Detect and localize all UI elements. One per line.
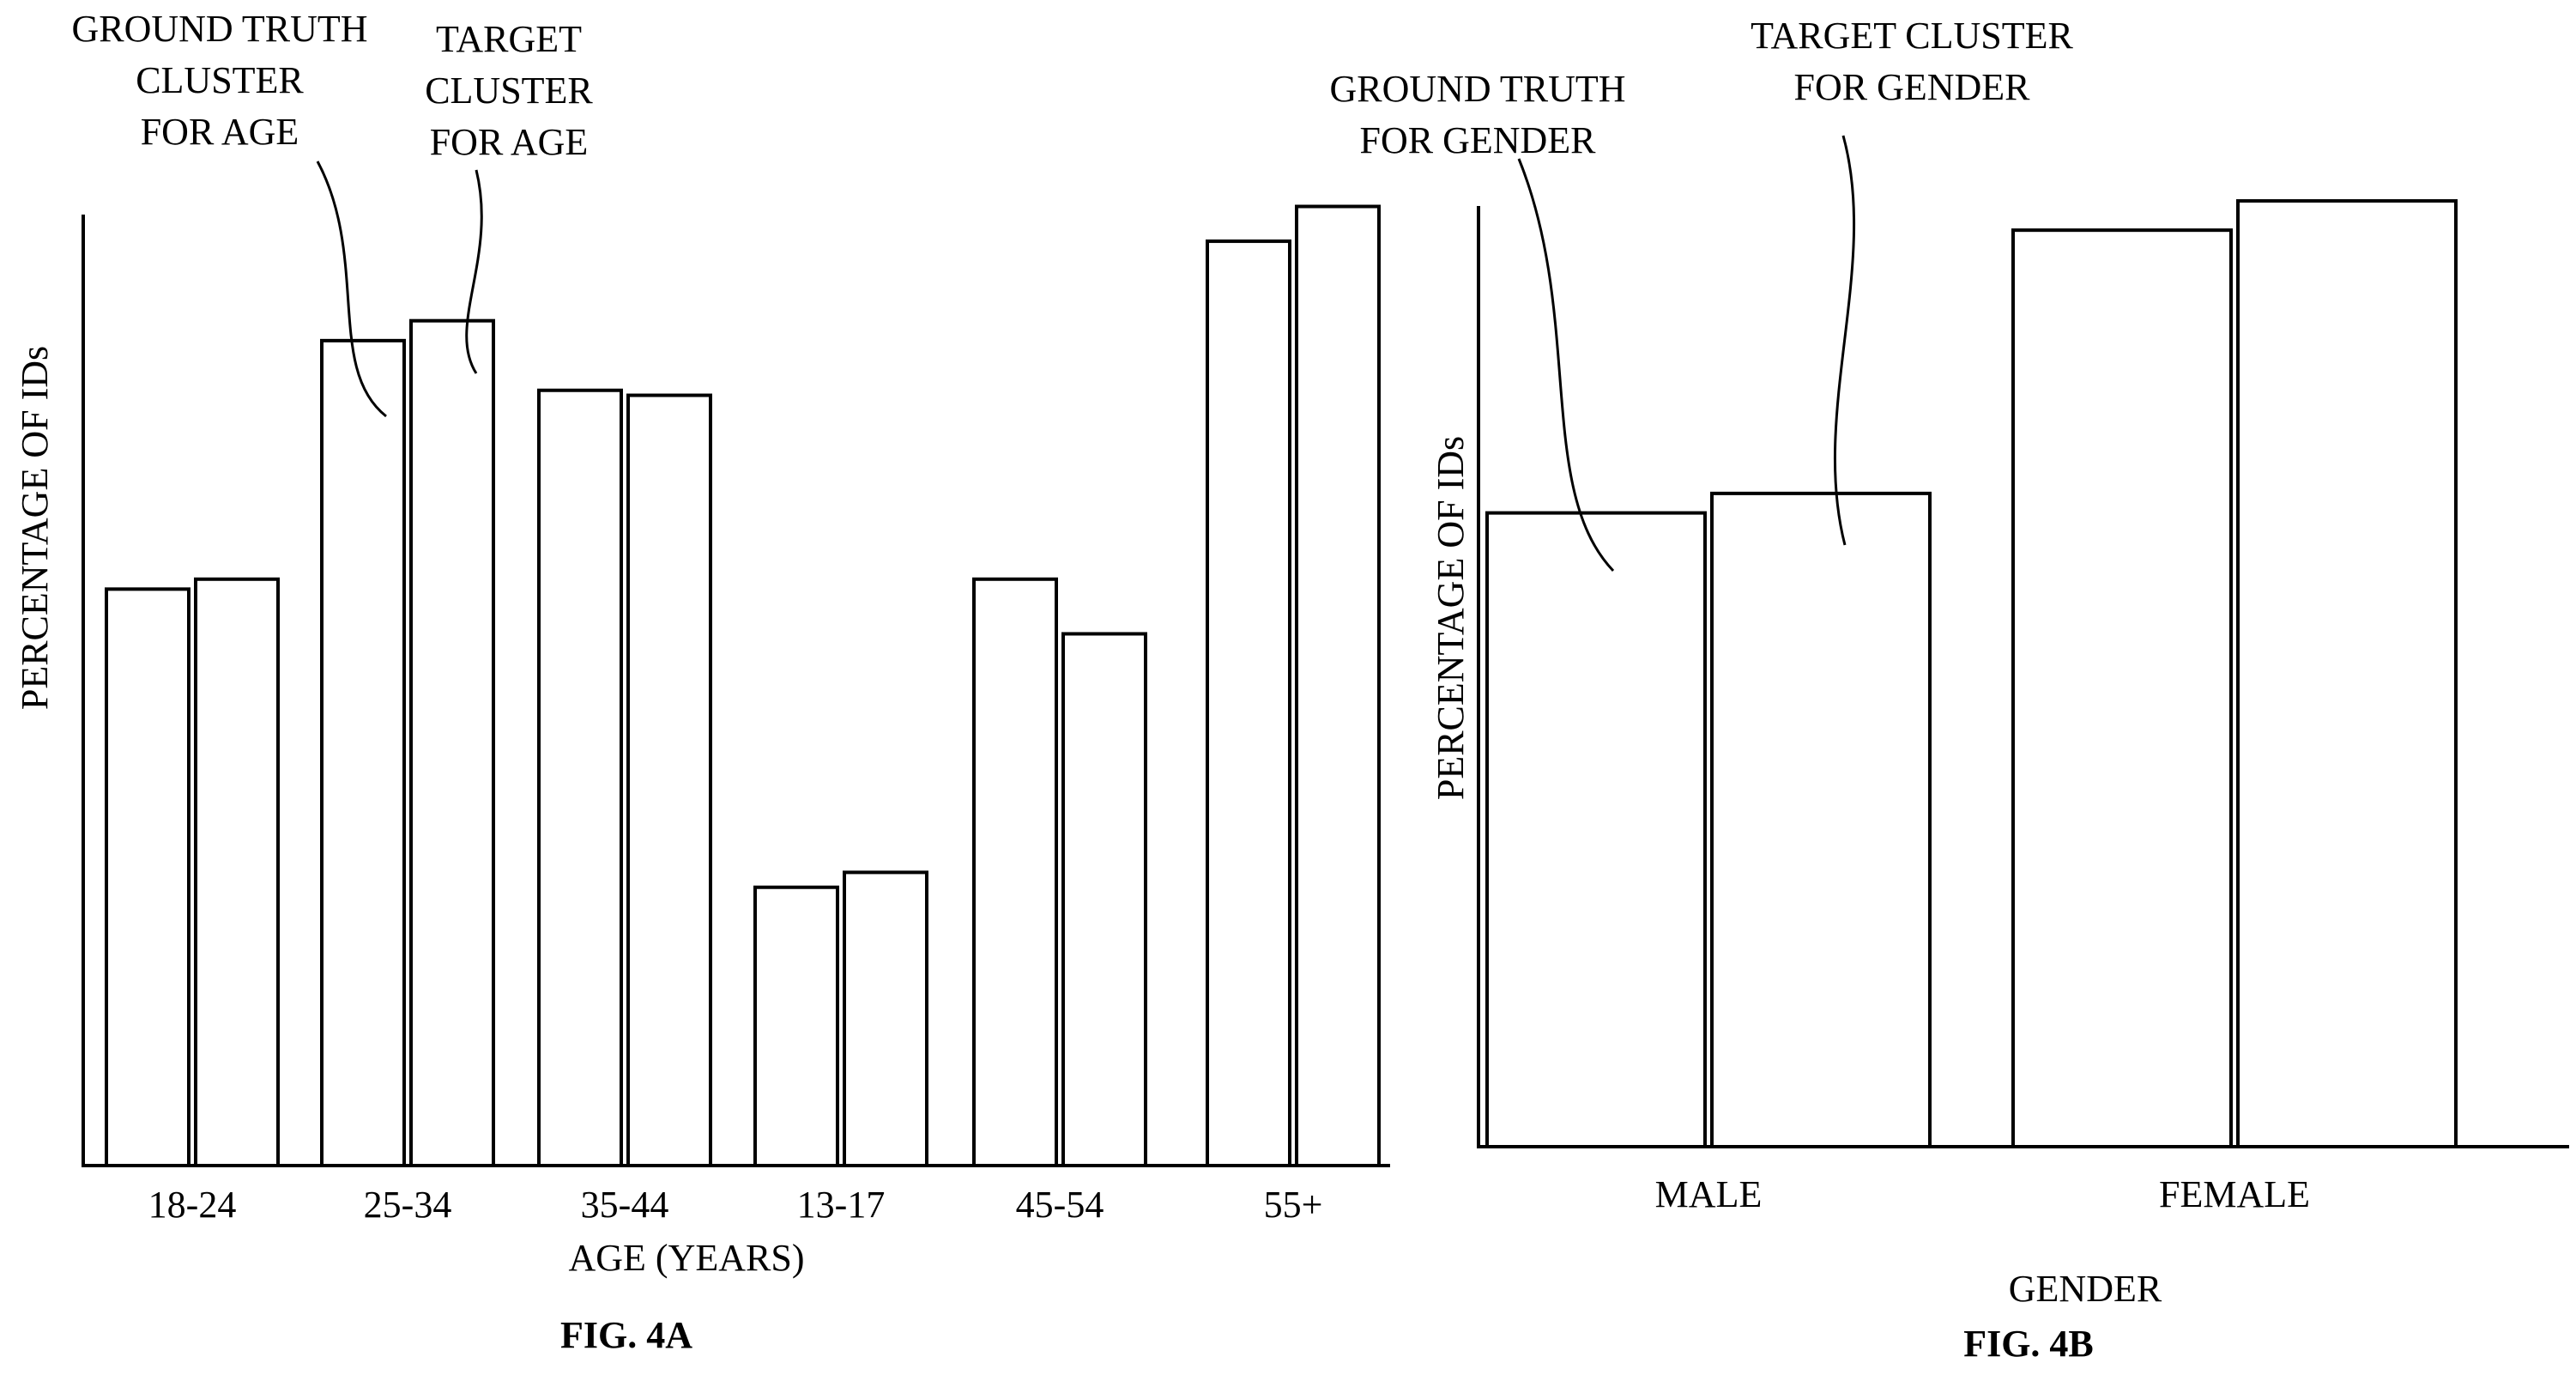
fig-4a-caption: FIG. 4A — [560, 1314, 692, 1356]
fig-4b-bar-male-series-2 — [1710, 491, 1932, 1148]
fig-4a-chart: 18-24 25-34 35-44 13-17 45-54 55+ AGE (YEARS) P… — [14, 8, 1390, 1356]
fig-4a-tick-label: 35-44 — [581, 1184, 669, 1226]
fig-4a-x-axis-label: AGE (YEARS) — [569, 1237, 805, 1279]
fig-4a-bar-18-24-series-2 — [194, 577, 280, 1167]
fig-4b-tick-label: MALE — [1655, 1173, 1763, 1215]
fig-4a-bar-35-44-series-2 — [626, 393, 712, 1167]
fig-4b-annotation-1-line: FOR GENDER — [1359, 119, 1596, 161]
fig-4a-annotation-2-line: FOR AGE — [430, 121, 589, 163]
fig-4a-annotation-1-line: FOR AGE — [141, 111, 299, 153]
fig-4a-tick-label: 55+ — [1264, 1184, 1323, 1226]
fig-4b-annotation-1-leader-line — [1517, 158, 1615, 572]
fig-4a-bar-25-34-series-2 — [409, 318, 495, 1167]
fig-4a-tick-label: 13-17 — [797, 1184, 886, 1226]
fig-4a-annotation-1-line: CLUSTER — [136, 59, 304, 101]
fig-4a-bar-18-24-series-1 — [105, 587, 190, 1167]
fig-4b-annotation-2-leader-line — [1833, 135, 1856, 546]
fig-4a-bar-13-17-series-2 — [843, 870, 928, 1167]
fig-4b-bar-male-series-1 — [1485, 511, 1707, 1148]
fig-4b-x-axis-label: GENDER — [2009, 1268, 2162, 1310]
fig-4a-annotation-2-line: TARGET — [436, 18, 582, 60]
fig-4b-annotation-2-line: TARGET CLUSTER — [1751, 15, 2073, 57]
fig-4a-annotation-2-leader-line — [465, 169, 483, 374]
fig-4a-y-axis-label: PERCENTAGE OF IDs — [14, 346, 56, 710]
fig-4b-tick-label: FEMALE — [2159, 1173, 2310, 1215]
fig-4b-bar-female-series-1 — [2011, 228, 2233, 1148]
fig-4a-bar-45-54-series-2 — [1061, 632, 1147, 1167]
fig-4a-tick-label: 45-54 — [1016, 1184, 1104, 1226]
fig-4b-chart: MALE FEMALE GENDER PERCENTAGE OF IDs FIG. 4B… — [1329, 15, 2569, 1365]
fig-4a-tick-label: 25-34 — [364, 1184, 452, 1226]
fig-4a-bar-35-44-series-1 — [537, 388, 623, 1167]
fig-4b-y-axis-label: PERCENTAGE OF IDs — [1430, 436, 1472, 800]
fig-4b-annotation-2-line: FOR GENDER — [1793, 66, 2030, 108]
fig-4a-annotation-2-line: CLUSTER — [425, 70, 593, 112]
fig-4b-caption: FIG. 4B — [1963, 1323, 2094, 1365]
fig-4b-annotation-1-line: GROUND TRUTH — [1329, 68, 1625, 110]
fig-4b-bar-female-series-2 — [2236, 199, 2458, 1149]
fig-4a-bar-13-17-series-1 — [753, 885, 839, 1167]
fig-4a-bar-25-34-series-1 — [320, 338, 406, 1167]
fig-4a-bar-55--series-1 — [1206, 239, 1291, 1167]
fig-4a-annotation-1-line: GROUND TRUTH — [71, 8, 367, 50]
fig-4a-bar-55--series-2 — [1295, 204, 1381, 1167]
fig-4a-annotation-1-leader-line — [316, 161, 387, 418]
fig-4a-bar-45-54-series-1 — [972, 577, 1058, 1167]
fig-4a-axes — [82, 215, 1390, 1167]
fig-4a-tick-label: 18-24 — [148, 1184, 237, 1226]
